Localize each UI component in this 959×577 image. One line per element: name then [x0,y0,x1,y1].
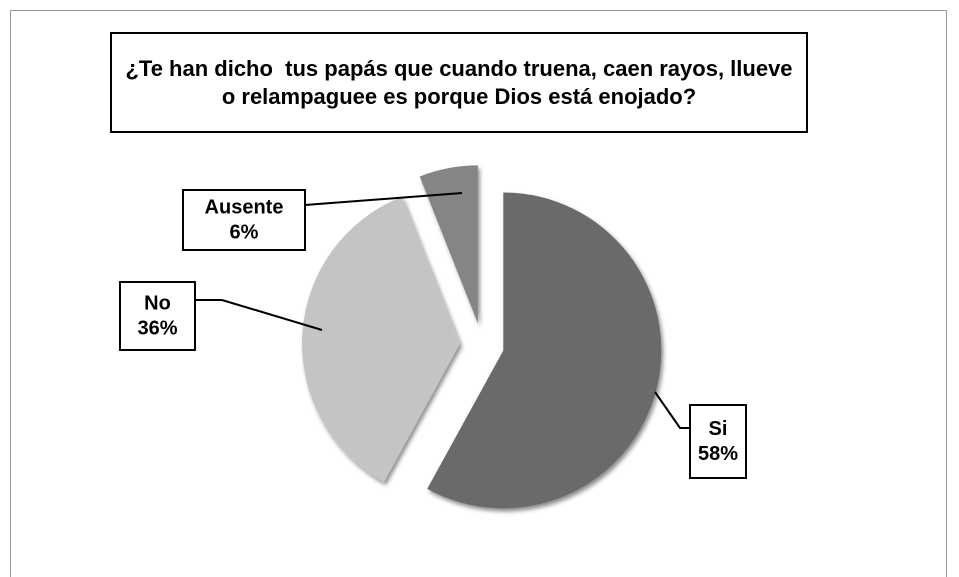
chart-frame [10,10,947,577]
pie-slice [302,196,461,483]
category-label: Si [709,418,728,440]
leader-line [195,299,323,331]
leader-line [304,192,463,206]
chart-title: ¿Te han dicho tus papás que cuando truen… [110,32,808,133]
label-box [182,189,306,251]
value-label: 36% [137,317,177,339]
category-label: Ausente [205,196,284,218]
value-label: 6% [230,221,259,243]
category-label: No [144,292,171,314]
value-label: 58% [698,443,738,465]
pie-slice [419,165,478,324]
leader-line [654,391,690,429]
label-box [119,281,196,351]
label-box [689,404,747,479]
pie-slice [427,192,662,509]
